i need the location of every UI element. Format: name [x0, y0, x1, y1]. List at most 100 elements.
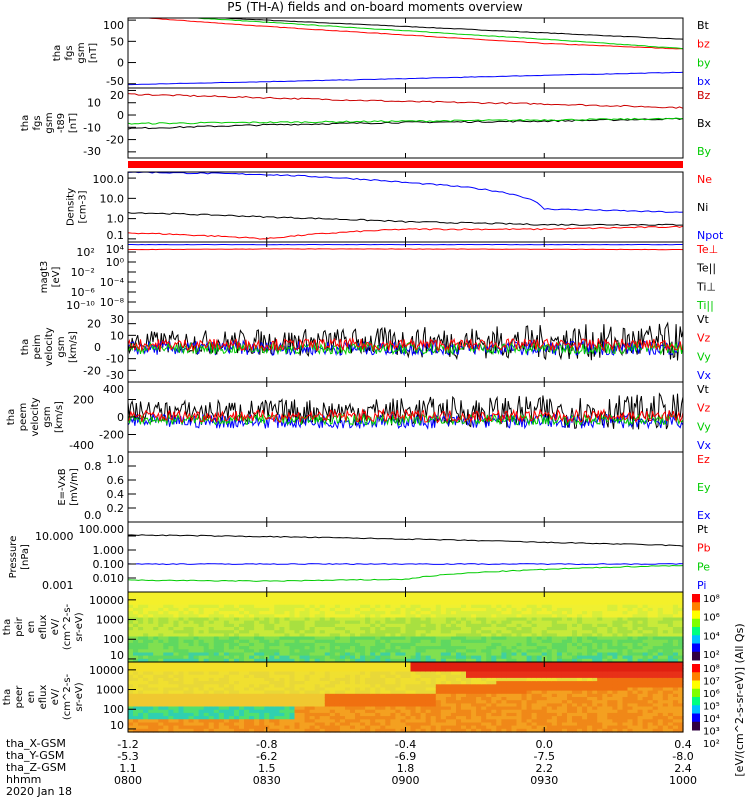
- y-label-line: [nT]: [88, 43, 99, 63]
- heatmap-cell: [607, 604, 613, 609]
- heatmap-cell: [223, 665, 230, 669]
- heatmap-cell: [269, 681, 275, 685]
- heatmap-cell: [143, 706, 149, 711]
- heatmap-cell: [526, 646, 533, 650]
- heatmap-cell: [572, 623, 578, 628]
- heatmap-cell: [415, 709, 422, 714]
- heatmap-cell: [223, 595, 230, 599]
- heatmap-cell: [450, 665, 457, 669]
- y-label-line: gsm: [44, 112, 55, 133]
- heatmap-cell: [148, 668, 154, 673]
- heatmap-cell: [486, 655, 492, 660]
- heatmap-cell: [284, 716, 290, 720]
- heatmap-cell: [672, 614, 679, 619]
- heatmap-cell: [128, 646, 134, 650]
- heatmap-cell: [481, 709, 487, 714]
- heatmap-cell: [450, 722, 457, 727]
- heatmap-cell: [319, 693, 326, 698]
- heatmap-cell: [274, 652, 280, 657]
- heatmap-cell: [652, 620, 659, 625]
- heatmap-cell: [572, 617, 578, 622]
- heatmap-cell: [329, 598, 336, 603]
- heatmap-cell: [667, 595, 674, 599]
- heatmap-cell: [345, 649, 351, 654]
- heatmap-cell: [567, 636, 573, 641]
- heatmap-cell: [339, 700, 346, 704]
- heatmap-cell: [637, 703, 644, 708]
- heatmap-cell: [254, 655, 260, 660]
- heatmap-cell: [445, 668, 452, 673]
- heatmap-cell: [319, 611, 326, 615]
- heatmap-cell: [481, 719, 487, 724]
- heatmap-cell: [289, 665, 296, 669]
- heatmap-cell: [501, 592, 507, 596]
- heatmap-cell: [264, 693, 270, 698]
- heatmap-cell: [319, 595, 326, 599]
- heatmap-cell: [592, 662, 598, 666]
- heatmap-cell: [561, 712, 568, 717]
- heatmap-cell: [234, 719, 240, 724]
- heatmap-cell: [445, 633, 452, 638]
- heatmap-cell: [456, 703, 462, 708]
- legend-Te⊥: Te⊥: [696, 243, 718, 256]
- heatmap-cell: [526, 655, 533, 660]
- heatmap-cell: [546, 607, 553, 612]
- heatmap-cell: [627, 595, 634, 599]
- heatmap-cell: [299, 630, 306, 634]
- heatmap-cell: [183, 706, 190, 711]
- heatmap-cell: [390, 693, 396, 698]
- heatmap-cell: [541, 716, 548, 720]
- heatmap-cell: [496, 598, 502, 603]
- heatmap-cell: [410, 636, 417, 641]
- heatmap-cell: [213, 592, 220, 596]
- heatmap-cell: [183, 598, 190, 603]
- heatmap-cell: [304, 684, 311, 689]
- heatmap-cell: [450, 614, 457, 619]
- heatmap-cell: [511, 649, 518, 654]
- heatmap-cell: [450, 697, 457, 701]
- heatmap-cell: [602, 712, 608, 717]
- heatmap-cell: [602, 690, 608, 695]
- heatmap-cell: [294, 627, 301, 631]
- heatmap-cell: [329, 658, 336, 663]
- heatmap-cell: [521, 668, 528, 673]
- heatmap-cell: [551, 623, 558, 628]
- heatmap-cell: [395, 646, 401, 650]
- heatmap-cell: [183, 684, 190, 689]
- heatmap-cell: [390, 703, 396, 708]
- heatmap-cell: [269, 627, 275, 631]
- heatmap-cell: [380, 700, 386, 704]
- heatmap-cell: [546, 728, 553, 733]
- heatmap-cell: [551, 611, 558, 615]
- y-tick-label: 0.8: [84, 460, 102, 473]
- heatmap-cell: [350, 684, 356, 689]
- heatmap-cell: [420, 617, 427, 622]
- heatmap-cell: [138, 620, 144, 625]
- heatmap-cell: [375, 649, 381, 654]
- heatmap-cell: [536, 655, 543, 660]
- legend-Ni: Ni: [697, 201, 708, 214]
- heatmap-cell: [521, 627, 528, 631]
- heatmap-cell: [400, 684, 407, 689]
- heatmap-cell: [294, 617, 301, 622]
- heatmap-cell: [531, 668, 538, 673]
- heatmap-cell: [158, 681, 164, 685]
- heatmap-cell: [531, 636, 538, 641]
- heatmap-cell: [284, 633, 290, 638]
- heatmap-cell: [582, 674, 588, 679]
- heatmap-cell: [587, 668, 593, 673]
- heatmap-cell: [637, 719, 644, 724]
- heatmap-cell: [652, 617, 659, 622]
- heatmap-cell: [213, 614, 220, 619]
- heatmap-cell: [148, 630, 154, 634]
- heatmap-cell: [617, 697, 623, 701]
- heatmap-cell: [385, 627, 391, 631]
- heatmap-cell: [339, 719, 346, 724]
- heatmap-cell: [617, 693, 623, 698]
- heatmap-cell: [516, 722, 523, 727]
- heatmap-cell: [375, 693, 381, 698]
- heatmap-cell: [269, 652, 275, 657]
- heatmap-cell: [491, 617, 497, 622]
- y-tick-label: 0: [94, 341, 101, 354]
- heatmap-cell: [425, 611, 432, 615]
